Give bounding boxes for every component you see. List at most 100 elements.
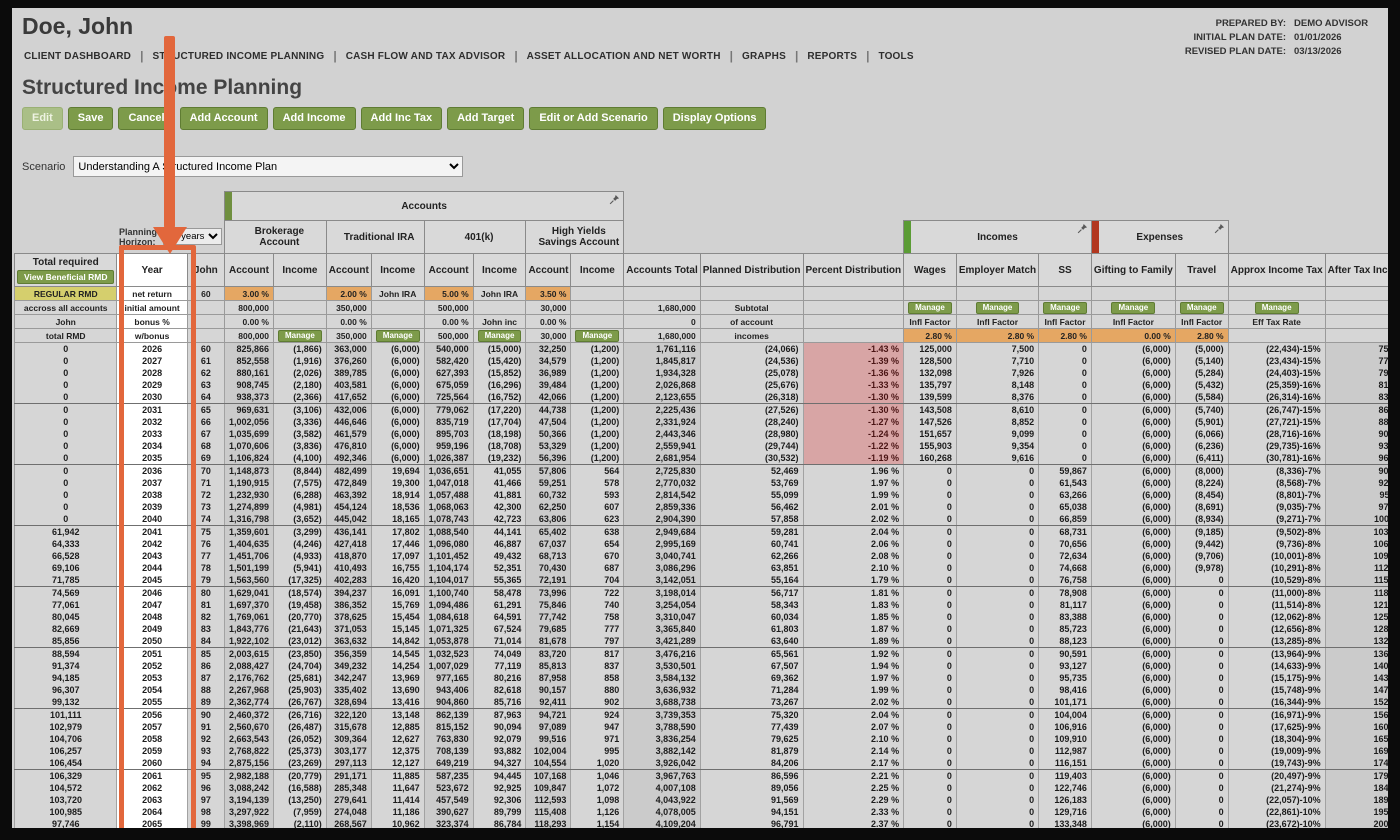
- data-cell: (6,000): [370, 428, 425, 440]
- year-cell: 2051: [116, 647, 188, 660]
- subheader-cell: Manage: [903, 300, 957, 315]
- data-cell: (16,971)-9%: [1227, 708, 1326, 721]
- nav-client-dashboard[interactable]: CLIENT DASHBOARD: [24, 50, 132, 62]
- col-header-year: Year: [116, 253, 188, 287]
- data-cell: 328,694: [325, 696, 372, 709]
- data-cell: 16,091: [370, 586, 425, 599]
- nav-graphs[interactable]: GRAPHS: [741, 50, 786, 62]
- data-cell: 9,616: [955, 452, 1040, 465]
- nav-tools[interactable]: TOOLS: [878, 50, 914, 62]
- data-cell: 106,257: [13, 745, 118, 757]
- data-cell: 68,713: [525, 550, 572, 562]
- data-cell: 59,251: [525, 477, 572, 489]
- edit-button[interactable]: Edit: [22, 107, 63, 130]
- data-cell: 95,735: [1038, 672, 1092, 684]
- data-cell: 0: [955, 635, 1040, 648]
- pin-icon[interactable]: [1077, 223, 1088, 234]
- data-cell: 1,232,930: [223, 489, 275, 501]
- nav-reports[interactable]: REPORTS: [807, 50, 858, 62]
- data-cell: 3,967,763: [623, 769, 701, 782]
- data-cell: 1,274,899: [223, 501, 275, 513]
- subheader-cell: [1038, 286, 1092, 301]
- manage-button[interactable]: Manage: [908, 302, 952, 314]
- data-cell: 115,393: [1324, 574, 1388, 587]
- data-cell: 627,393: [423, 367, 474, 379]
- edit-or-add-scenario-button[interactable]: Edit or Add Scenario: [529, 107, 658, 130]
- data-cell: 91,569: [699, 794, 804, 806]
- nav-cash-flow-tax-advisor[interactable]: CASH FLOW AND TAX ADVISOR: [345, 50, 506, 62]
- data-cell: (6,000): [1090, 708, 1176, 721]
- add-income-button[interactable]: Add Income: [272, 107, 356, 130]
- data-cell: 0: [1174, 769, 1229, 782]
- subheader-cell: [273, 314, 327, 329]
- data-cell: 86,105: [1324, 403, 1388, 416]
- data-cell: 109,847: [525, 782, 572, 794]
- data-cell: (6,000): [1090, 416, 1176, 428]
- data-cell: 523,672: [423, 782, 474, 794]
- data-cell: 2.17 %: [802, 757, 905, 770]
- manage-button[interactable]: Manage: [477, 330, 522, 342]
- data-cell: 69: [186, 452, 225, 465]
- data-cell: 2.04 %: [802, 525, 905, 538]
- data-cell: 3,040,741: [623, 550, 701, 562]
- data-cell: 61,291: [472, 599, 527, 611]
- data-cell: 758: [570, 611, 625, 623]
- data-cell: 13,690: [370, 684, 425, 696]
- add-inc-tax-button[interactable]: Add Inc Tax: [360, 107, 443, 130]
- data-cell: (15,420): [472, 355, 527, 367]
- data-cell: 128,870: [1324, 623, 1388, 635]
- data-cell: (1,200): [570, 416, 625, 428]
- manage-button[interactable]: Manage: [975, 302, 1020, 314]
- data-cell: (7,575): [273, 477, 327, 489]
- data-cell: 291,171: [325, 769, 372, 782]
- pin-icon[interactable]: [1214, 223, 1225, 234]
- data-cell: 0: [903, 672, 957, 684]
- subheader-cell: [570, 286, 625, 301]
- data-cell: 0: [903, 574, 957, 587]
- data-cell: 55,099: [699, 489, 804, 501]
- data-cell: 335,402: [325, 684, 372, 696]
- manage-button[interactable]: Manage: [1254, 302, 1299, 314]
- data-cell: (6,000): [1090, 440, 1176, 452]
- subheader-row: total RMD w/bonus 800,000 Manage 350,000 Mana…: [13, 328, 1388, 343]
- add-target-button[interactable]: Add Target: [447, 107, 525, 130]
- manage-button[interactable]: Manage: [278, 330, 322, 342]
- data-cell: 2,725,830: [623, 464, 701, 477]
- data-cell: (30,781)-16%: [1227, 452, 1326, 465]
- manage-button[interactable]: Manage: [1111, 302, 1156, 314]
- data-cell: (3,836): [273, 440, 327, 452]
- cancel-button[interactable]: Cancel: [118, 107, 175, 130]
- data-cell: (6,000): [1090, 525, 1176, 538]
- data-cell: 654: [570, 538, 625, 550]
- data-cell: 779,062: [423, 403, 474, 416]
- data-cell: 0: [1174, 733, 1229, 745]
- manage-button[interactable]: Manage: [375, 330, 420, 342]
- pin-icon[interactable]: [609, 194, 620, 205]
- display-options-button[interactable]: Display Options: [662, 107, 767, 130]
- data-cell: 17,446: [370, 538, 425, 550]
- year-cell: 2028: [116, 367, 188, 379]
- year-cell: 2059: [116, 745, 188, 757]
- save-button[interactable]: Save: [67, 107, 114, 130]
- scenario-select[interactable]: Understanding A Structured Income Plan: [73, 156, 464, 177]
- nav-structured-income-planning[interactable]: STRUCTURED INCOME PLANNING: [152, 50, 325, 62]
- data-cell: 0: [955, 464, 1040, 477]
- nav-asset-allocation-net-worth[interactable]: ASSET ALLOCATION AND NET WORTH: [526, 50, 721, 62]
- data-cell: 99,516: [525, 733, 572, 745]
- col-header-employer-match: Employer Match: [955, 253, 1040, 287]
- data-cell: (6,000): [1090, 818, 1176, 828]
- year-cell: 2036: [116, 464, 188, 477]
- manage-button[interactable]: Manage: [575, 330, 620, 342]
- data-cell: (12,062)-8%: [1227, 611, 1326, 623]
- view-beneficial-rmd-button[interactable]: View Beneficial RMD: [17, 269, 115, 284]
- data-cell: (6,000): [1090, 672, 1176, 684]
- data-cell: (6,000): [1090, 391, 1176, 404]
- data-cell: 71,785: [13, 574, 118, 587]
- manage-button[interactable]: Manage: [1043, 302, 1087, 314]
- add-account-button[interactable]: Add Account: [179, 107, 268, 130]
- data-cell: 3,088,242: [223, 782, 275, 794]
- data-cell: 740: [570, 599, 625, 611]
- manage-button[interactable]: Manage: [1179, 302, 1224, 314]
- data-cell: 78: [186, 562, 225, 574]
- data-cell: 133,348: [1038, 818, 1092, 828]
